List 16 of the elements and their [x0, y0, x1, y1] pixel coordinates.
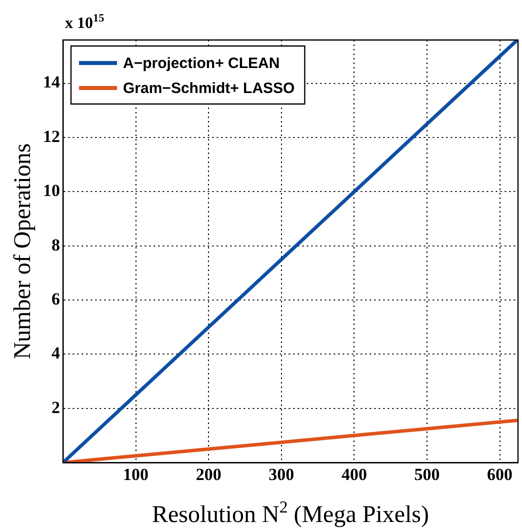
- y-tick-label: 6: [52, 289, 60, 308]
- y-tick-label: 10: [43, 181, 60, 200]
- y-tick-label: 12: [43, 126, 60, 146]
- y-axis-title: Number of Operations: [10, 143, 36, 360]
- x-tick-label: 100: [123, 465, 149, 484]
- y-tick-label: 2: [52, 398, 60, 417]
- y-tick-label: 4: [52, 344, 60, 363]
- y-tick-label: 8: [52, 235, 60, 254]
- x-tick-label: 200: [196, 465, 222, 484]
- y-tick-label: 14: [43, 72, 60, 92]
- legend-label: A−projection+ CLEAN: [123, 55, 280, 72]
- x-tick-label: 600: [487, 465, 513, 484]
- legend-label: Gram−Schmidt+ LASSO: [123, 80, 296, 98]
- x-tick-label: 500: [414, 465, 440, 484]
- x-tick-label: 300: [268, 465, 294, 484]
- x-tick-label: 400: [341, 465, 367, 484]
